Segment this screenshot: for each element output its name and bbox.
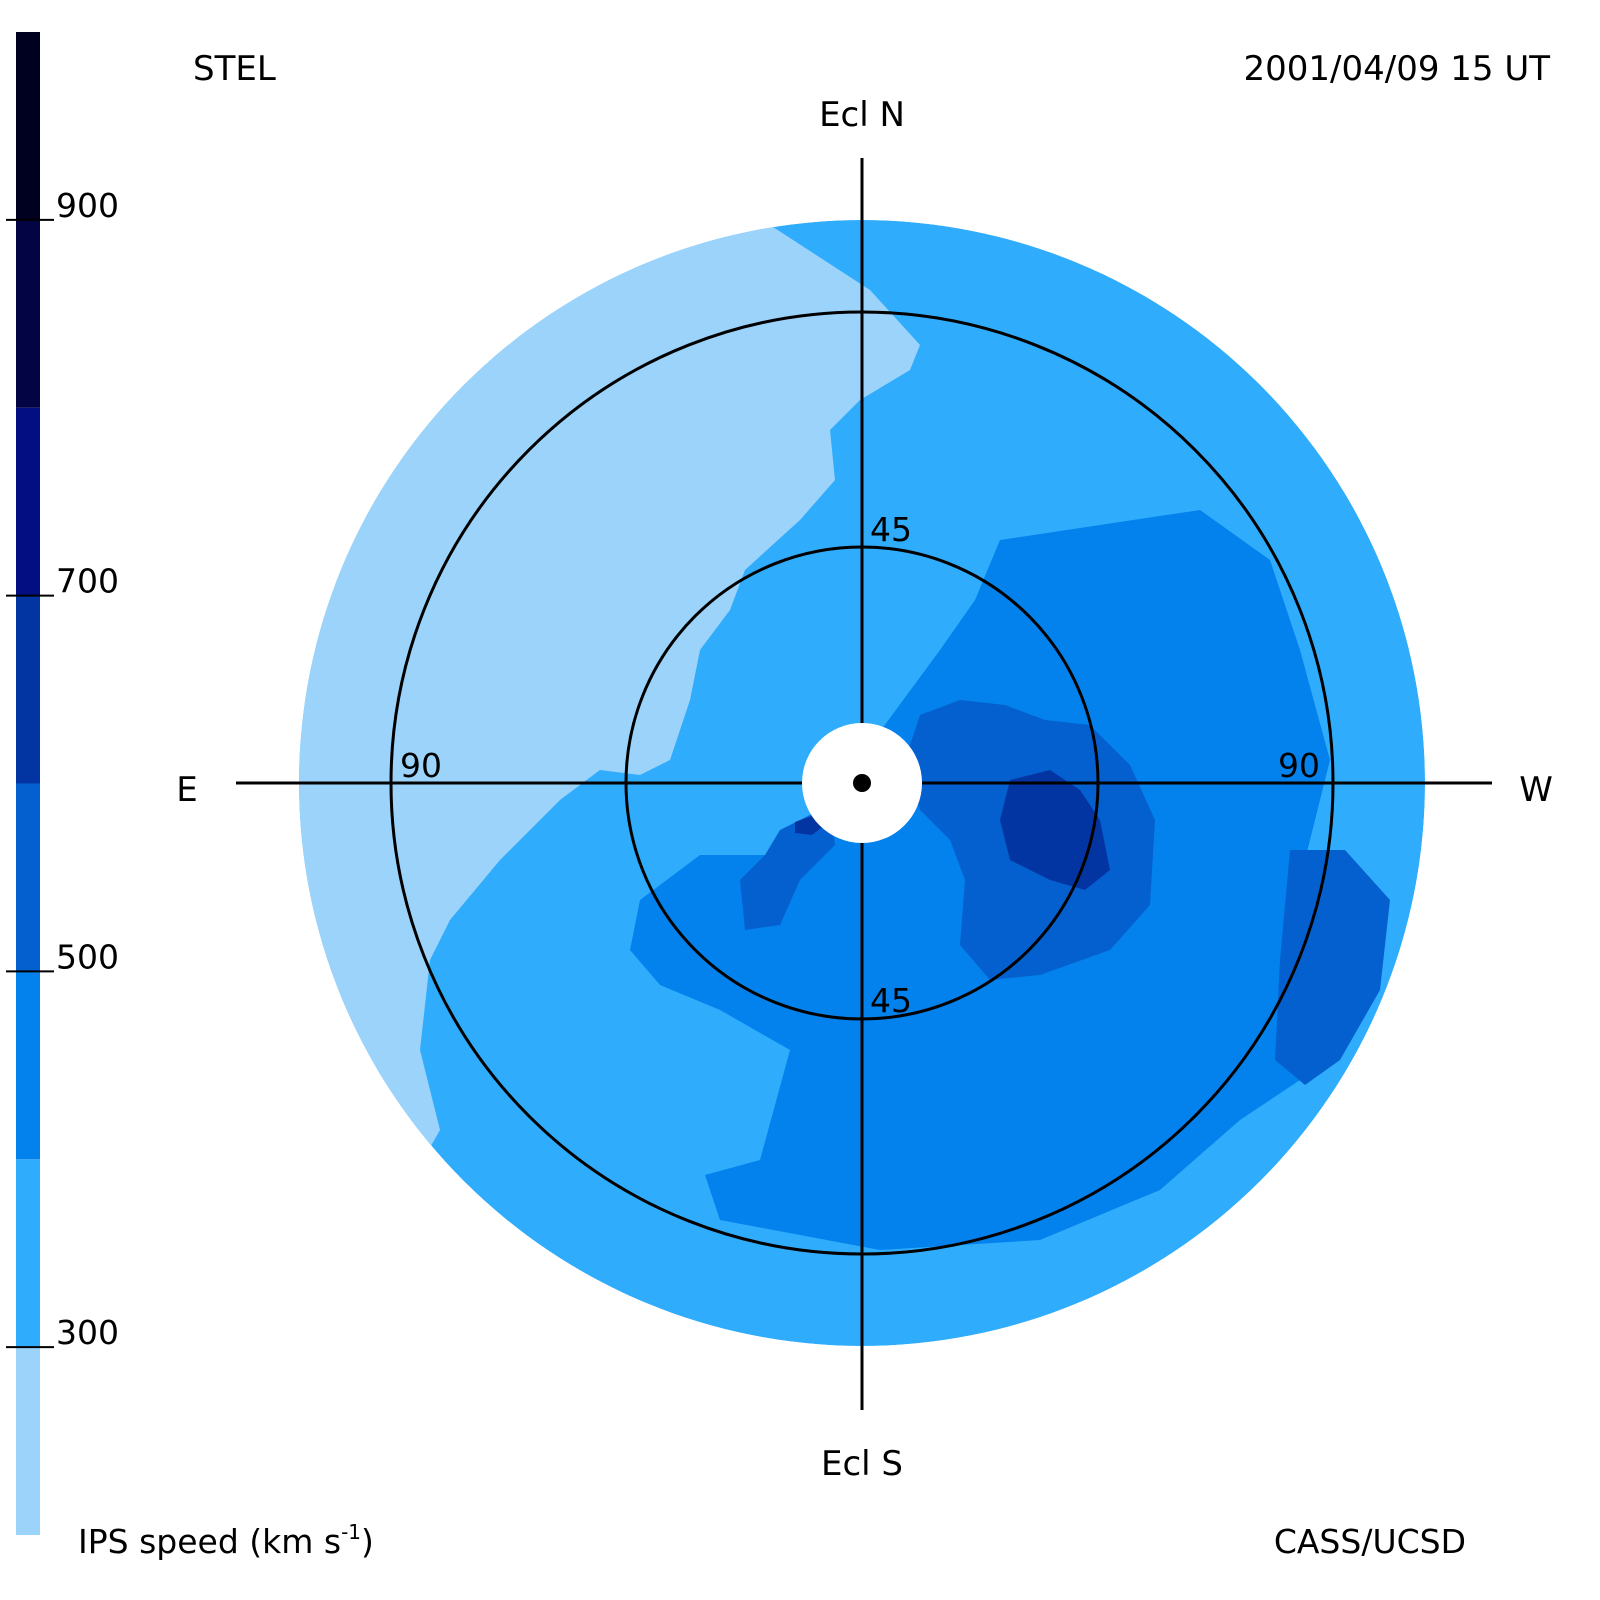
colorbar-title-main: IPS speed (km s (78, 1522, 341, 1561)
colorbar-tick-label-300: 300 (56, 1313, 119, 1352)
header-left-label: STEL (193, 49, 276, 89)
ring-label-outer-east: 90 (400, 746, 442, 785)
colorbar-bin-500-600 (16, 783, 40, 972)
colorbar-bin-800-900 (16, 219, 40, 408)
colorbar-title-end: ) (361, 1522, 374, 1561)
direction-label-east: E (176, 770, 197, 810)
ring-label-inner-south: 45 (870, 981, 912, 1020)
sun-center-dot (853, 774, 871, 792)
direction-label-north: Ecl N (819, 95, 905, 135)
direction-label-west: W (1519, 770, 1553, 810)
colorbar-title-sup: -1 (341, 1520, 361, 1544)
colorbar (16, 32, 40, 1535)
colorbar-tick-label-700: 700 (56, 562, 119, 601)
colorbar-bin-900-1000 (16, 32, 40, 220)
footer-right-label: CASS/UCSD (1274, 1522, 1466, 1561)
colorbar-bin-200-300 (16, 1347, 40, 1535)
region-southeast-fast (740, 805, 835, 930)
colorbar-bin-300-400 (16, 1159, 40, 1348)
ring-label-inner-north: 45 (870, 510, 912, 549)
colorbar-bin-700-800 (16, 407, 40, 596)
colorbar-tick-label-900: 900 (56, 186, 119, 225)
region-far-west-fast (1275, 850, 1390, 1085)
direction-label-south: Ecl S (821, 1444, 903, 1484)
region-west-core (1000, 770, 1110, 890)
header-right-label: 2001/04/09 15 UT (1244, 49, 1551, 89)
colorbar-ticks: 300 500 700 900 (6, 186, 119, 1352)
region-east-low-speed (299, 220, 920, 1200)
colorbar-title: IPS speed (km s-1) (78, 1520, 374, 1561)
colorbar-bin-400-500 (16, 971, 40, 1160)
ring-label-outer-west: 90 (1278, 746, 1320, 785)
colorbar-bin-600-700 (16, 595, 40, 784)
colorbar-tick-label-500: 500 (56, 937, 119, 976)
